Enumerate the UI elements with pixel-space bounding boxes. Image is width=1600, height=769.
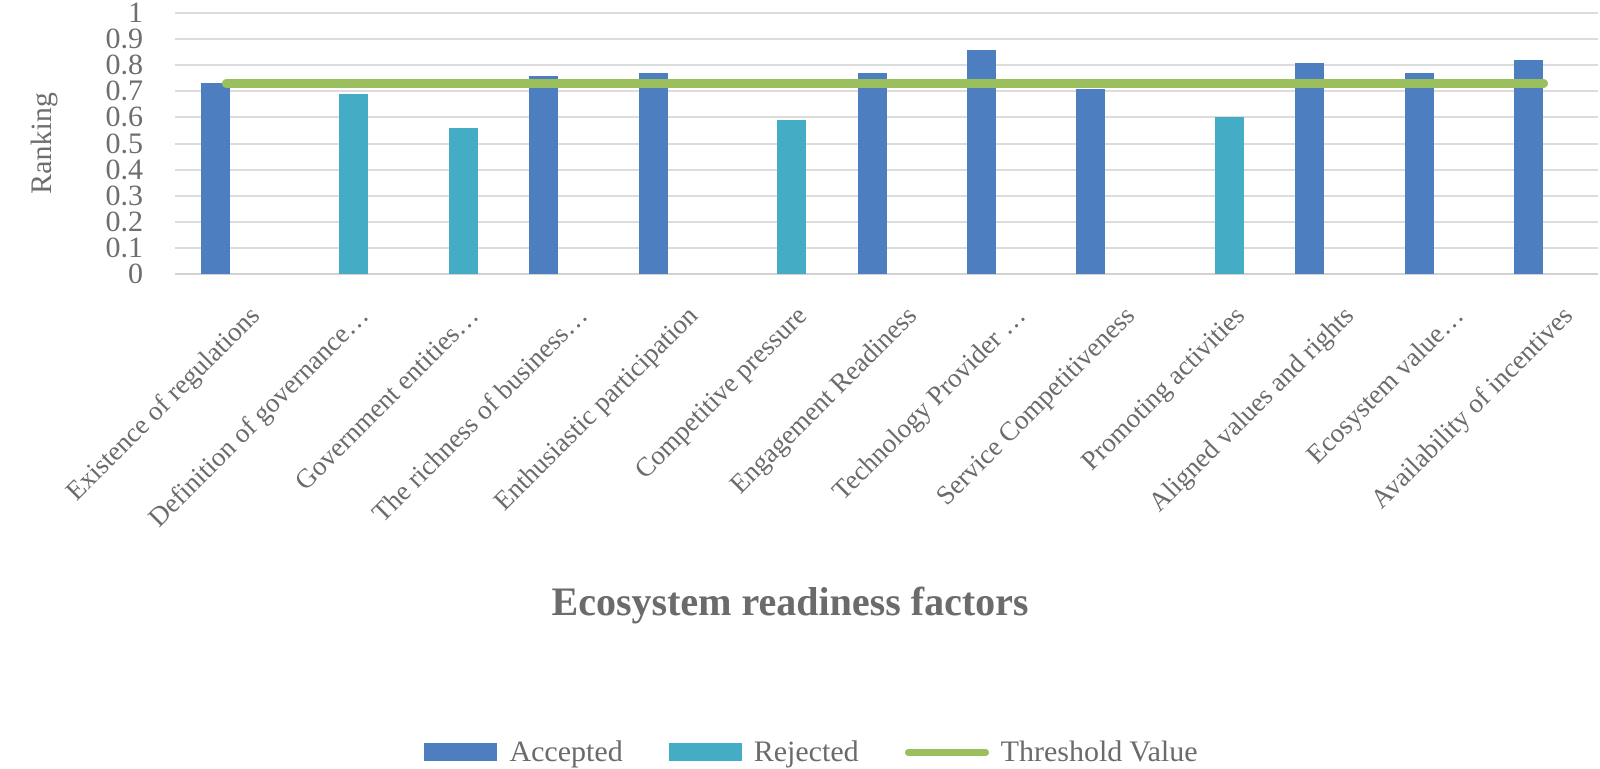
y-tick-label: 0.6 [105, 100, 144, 134]
y-gridline [175, 168, 1598, 171]
legend-label: Accepted [509, 735, 623, 768]
bar-accepted [529, 75, 559, 274]
legend-item-accepted: Accepted [424, 735, 623, 768]
legend-label: Threshold Value [1000, 735, 1198, 768]
legend-item-threshold-value: Threshold Value [904, 735, 1198, 768]
bar-accepted [1295, 62, 1325, 274]
y-gridline [175, 116, 1598, 119]
y-gridline [175, 64, 1598, 67]
y-gridline [175, 220, 1598, 223]
legend-item-rejected: Rejected [668, 735, 859, 768]
bar-rejected [339, 93, 369, 274]
y-tick-label: 0.1 [105, 230, 144, 264]
y-tick-label: 0.4 [105, 152, 144, 186]
y-gridline [175, 142, 1598, 145]
bar-accepted [200, 83, 230, 274]
legend-label: Rejected [753, 735, 859, 768]
bar-accepted [857, 73, 887, 274]
y-tick-label: 0.2 [105, 204, 144, 238]
y-tick-label: 0.3 [105, 178, 144, 212]
y-gridline [175, 194, 1598, 197]
y-tick-label: 0 [128, 257, 143, 290]
y-axis-title: Ranking [25, 92, 58, 194]
y-tick-label: 1 [128, 0, 143, 29]
y-tick-label: 0.7 [105, 74, 144, 108]
y-gridline [175, 246, 1598, 249]
bar-rejected [1214, 117, 1244, 274]
threshold-line [222, 78, 1548, 88]
y-gridline [175, 38, 1598, 41]
bar-accepted [1514, 59, 1544, 274]
bar-accepted [638, 73, 668, 274]
bar-accepted [1404, 73, 1434, 274]
x-axis-title: Ecosystem readiness factors [551, 579, 1029, 624]
y-tick-label: 0.8 [105, 48, 144, 82]
legend-swatch-line [904, 748, 989, 756]
y-tick-label: 0.9 [105, 22, 144, 56]
legend-swatch-bar [668, 743, 742, 761]
legend-swatch-bar [424, 743, 498, 761]
bar-accepted [1076, 88, 1106, 274]
bar-rejected [777, 120, 807, 274]
y-tick-label: 0.5 [105, 126, 144, 160]
y-gridline [175, 12, 1598, 14]
y-gridline [175, 90, 1598, 93]
x-axis-line [175, 273, 1598, 275]
legend: Accepted Rejected Threshold Value [22, 736, 1600, 768]
bar-rejected [448, 127, 478, 274]
